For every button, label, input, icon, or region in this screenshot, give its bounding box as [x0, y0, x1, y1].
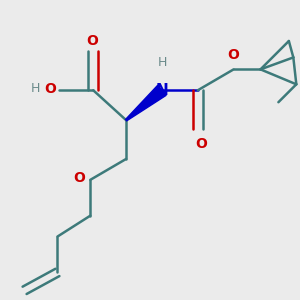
Text: O: O	[73, 171, 85, 185]
Text: O: O	[86, 34, 98, 49]
Polygon shape	[125, 85, 166, 121]
Text: H: H	[30, 82, 40, 95]
Text: O: O	[44, 82, 56, 96]
Text: O: O	[228, 48, 239, 62]
Text: O: O	[195, 136, 207, 151]
Text: N: N	[156, 83, 168, 98]
Text: H: H	[158, 56, 167, 69]
